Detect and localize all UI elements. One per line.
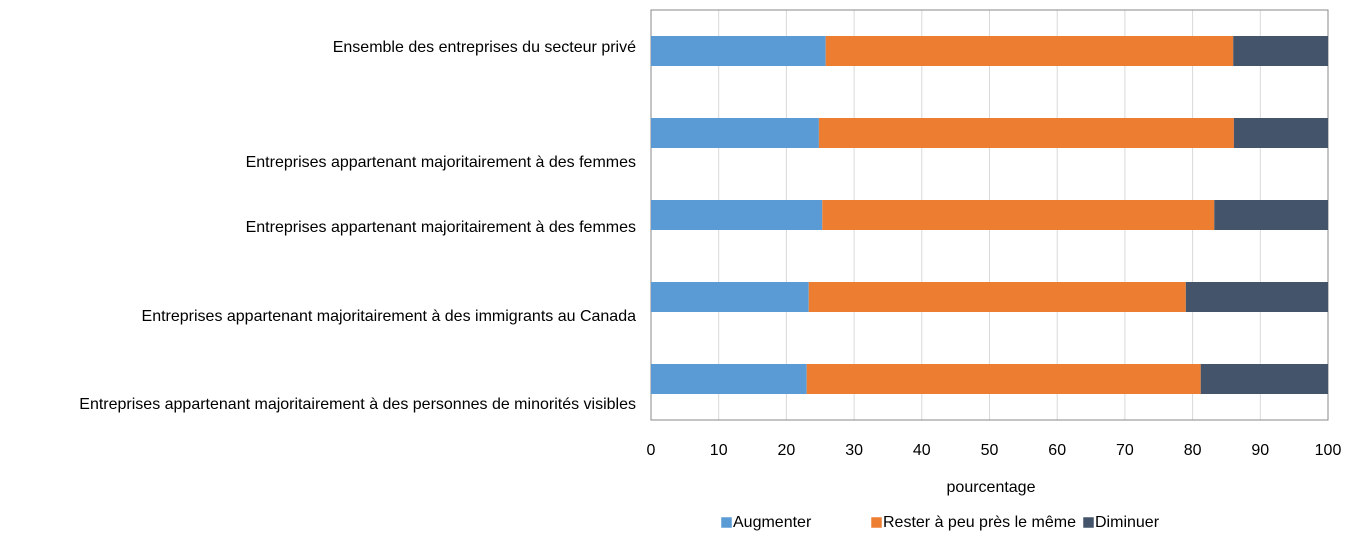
y-tick-label: Entreprises appartenant majoritairement … (246, 154, 636, 171)
bar-segment (1233, 36, 1328, 66)
y-tick-label: Entreprises appartenant majoritairement … (246, 219, 636, 236)
x-axis-title: pourcentage (947, 479, 1036, 496)
x-tick-label: 50 (981, 442, 999, 459)
legend-label: Augmenter (733, 514, 812, 531)
x-tick-label: 80 (1184, 442, 1202, 459)
x-tick-label: 40 (913, 442, 931, 459)
bar-segment (651, 200, 823, 230)
bar-segment (818, 118, 1234, 148)
legend-swatch (720, 516, 733, 529)
y-tick-label: Entreprises appartenant majoritairement … (142, 308, 637, 325)
y-tick-label: Ensemble des entreprises du secteur priv… (333, 39, 636, 56)
bar-segment (822, 200, 1215, 230)
x-tick-label: 70 (1116, 442, 1134, 459)
bar-segment (1233, 118, 1328, 148)
x-tick-label: 100 (1315, 442, 1342, 459)
legend-label: Rester à peu près le même (883, 514, 1076, 531)
x-tick-label: 60 (1048, 442, 1066, 459)
bar-segment (825, 36, 1234, 66)
x-tick-label: 0 (647, 442, 656, 459)
bar-segment (1185, 282, 1328, 312)
y-tick-label: Entreprises appartenant majoritairement … (79, 396, 636, 413)
bar-segment (808, 282, 1186, 312)
bar-segment (651, 118, 819, 148)
x-tick-label: 10 (710, 442, 728, 459)
legend-swatch (870, 516, 883, 529)
bar-segment (651, 282, 809, 312)
bar-segment (1200, 364, 1328, 394)
legend-swatch (1082, 516, 1095, 529)
bar-segment (1214, 200, 1328, 230)
x-tick-label: 90 (1251, 442, 1269, 459)
bar-segment (651, 364, 807, 394)
bar-segment (806, 364, 1201, 394)
bar-segment (651, 36, 826, 66)
x-tick-label: 20 (778, 442, 796, 459)
legend-label: Diminuer (1095, 514, 1160, 531)
x-tick-label: 30 (845, 442, 863, 459)
